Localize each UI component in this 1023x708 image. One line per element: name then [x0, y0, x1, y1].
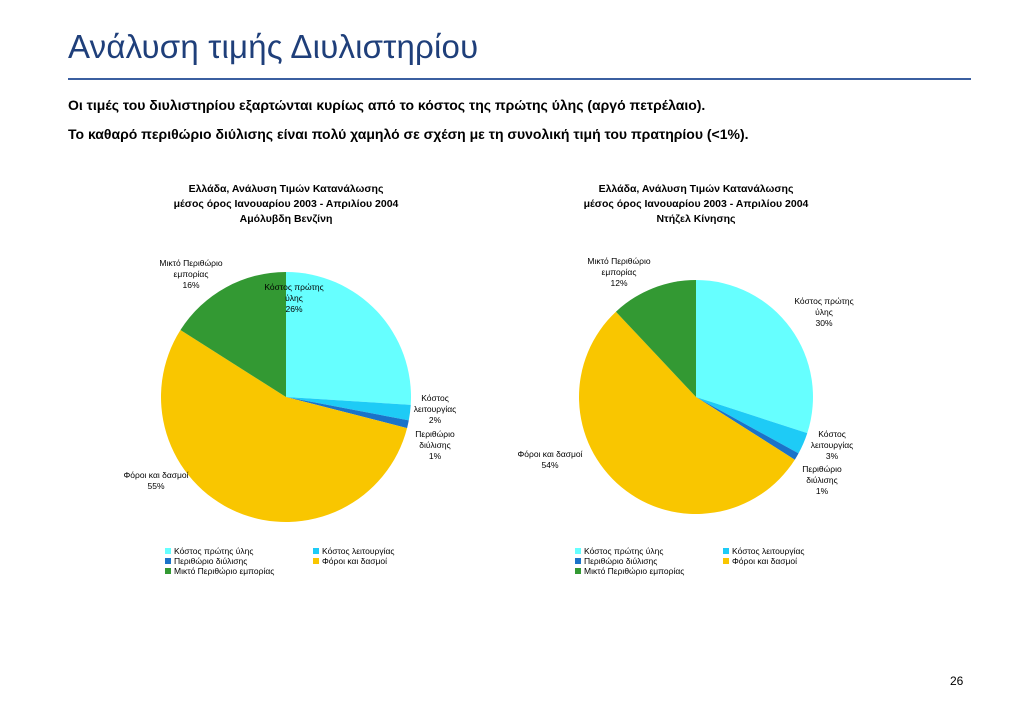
- bullet-text-2: Το καθαρό περιθώριο διύλισης είναι πολύ …: [68, 126, 749, 142]
- legend-swatch: [165, 548, 171, 554]
- slice-label-2: Κόστος λειτουργίας 3%: [811, 429, 854, 462]
- pie-slice-4: [160, 330, 408, 523]
- slice-label-line: εμπορίας: [601, 267, 637, 277]
- slice-label-5: Μικτό Περιθώριο εμπορίας 16%: [159, 258, 222, 291]
- slice-label-line: 30%: [815, 318, 833, 328]
- slice-label-line: Περιθώριο: [802, 464, 842, 474]
- slice-label-line: 3%: [825, 451, 839, 461]
- pie-slice-5: [180, 272, 286, 397]
- legend-label: Μικτό Περιθώριο εμπορίας: [174, 566, 275, 576]
- pie-slice-5: [615, 280, 696, 397]
- pie-svg: [579, 280, 813, 514]
- slice-label-line: 54%: [541, 460, 559, 470]
- slice-label-line: εμπορίας: [173, 269, 209, 279]
- slice-label-line: Κόστος πρώτης: [264, 282, 324, 292]
- slice-label-line: Περιθώριο: [415, 429, 455, 439]
- slice-label-line: Μικτό Περιθώριο: [587, 256, 651, 266]
- chart-title-line-2: μέσος όρος Ιανουαρίου 2003 - Απριλίου 20…: [583, 198, 809, 210]
- slice-label-5: Μικτό Περιθώριο εμπορίας 12%: [587, 256, 650, 289]
- chart-title-line-2: μέσος όρος Ιανουαρίου 2003 - Απριλίου 20…: [173, 198, 399, 210]
- slice-label-line: Κόστος: [421, 393, 449, 403]
- slice-label-line: ύλης: [815, 307, 833, 317]
- slice-label-4: Φόροι και δασμοί 55%: [123, 470, 188, 492]
- legend-item-1: Κόστος πρώτης ύλης: [165, 546, 253, 556]
- pie-slice-2: [696, 397, 808, 454]
- legend-item-5: Μικτό Περιθώριο εμπορίας: [165, 566, 274, 576]
- legend-item-3: Περιθώριο διύλισης: [575, 556, 657, 566]
- slice-label-line: διύλισης: [419, 440, 451, 450]
- slice-label-line: 12%: [610, 278, 628, 288]
- legend-label: Περιθώριο διύλισης: [584, 556, 658, 566]
- title-divider: [68, 78, 971, 80]
- legend-label: Κόστος λειτουργίας: [732, 546, 805, 556]
- legend-swatch: [575, 548, 581, 554]
- slice-label-line: 16%: [182, 280, 200, 290]
- legend-label: Κόστος πρώτης ύλης: [584, 546, 664, 556]
- slice-label-line: 55%: [147, 481, 165, 491]
- pie-svg: [160, 272, 411, 523]
- chart-title-line-1: Ελλάδα, Ανάλυση Τιμών Κατανάλωσης: [598, 183, 794, 195]
- legend-swatch: [575, 568, 581, 574]
- legend-label: Κόστος λειτουργίας: [322, 546, 395, 556]
- slice-label-line: 2%: [428, 415, 442, 425]
- pie-chart-gasoline: Ελλάδα, Ανάλυση Τιμών Κατανάλωσης μέσος …: [96, 176, 476, 596]
- slice-label-line: Φόροι και δασμοί: [123, 470, 189, 480]
- slide-title: Ανάλυση τιμής Διυλιστηρίου: [68, 28, 479, 65]
- slice-label-line: Φόροι και δασμοί: [517, 449, 583, 459]
- legend-item-5: Μικτό Περιθώριο εμπορίας: [575, 566, 684, 576]
- slice-label-line: 26%: [285, 304, 303, 314]
- legend-swatch: [723, 548, 729, 554]
- chart-title-line-1: Ελλάδα, Ανάλυση Τιμών Κατανάλωσης: [188, 183, 384, 195]
- legend-item-2: Κόστος λειτουργίας: [723, 546, 805, 556]
- slice-label-1: Κόστος πρώτης ύλης 26%: [264, 282, 323, 315]
- legend-item-3: Περιθώριο διύλισης: [165, 556, 247, 566]
- slice-label-2: Κόστος λειτουργίας 2%: [414, 393, 457, 426]
- legend-swatch: [313, 558, 319, 564]
- legend-swatch: [575, 558, 581, 564]
- pie-slice-1: [696, 280, 813, 434]
- chart-title: Ελλάδα, Ανάλυση Τιμών Κατανάλωσης μέσος …: [506, 182, 886, 227]
- slice-label-line: Κόστος πρώτης: [794, 296, 854, 306]
- legend-label: Φόροι και δασμοί: [732, 556, 798, 566]
- pie-slice-2: [286, 397, 411, 421]
- legend-item-4: Φόροι και δασμοί: [313, 556, 387, 566]
- slice-label-1: Κόστος πρώτης ύλης 30%: [794, 296, 853, 329]
- pie-chart-diesel: Ελλάδα, Ανάλυση Τιμών Κατανάλωσης μέσος …: [506, 176, 886, 596]
- pie-slice-4: [579, 311, 795, 514]
- slice-label-4: Φόροι και δασμοί 54%: [517, 449, 582, 471]
- legend-swatch: [723, 558, 729, 564]
- legend-swatch: [313, 548, 319, 554]
- slice-label-line: λειτουργίας: [413, 404, 457, 414]
- page-number: 26: [950, 674, 964, 688]
- pie-slice-3: [696, 397, 799, 460]
- legend-item-2: Κόστος λειτουργίας: [313, 546, 395, 556]
- slice-label-line: λειτουργίας: [810, 440, 854, 450]
- chart-legend: Κόστος πρώτης ύλης Κόστος λειτουργίας Περι…: [161, 546, 481, 586]
- legend-label: Μικτό Περιθώριο εμπορίας: [584, 566, 685, 576]
- chart-title-line-3: Αμόλυβδη Βενζίνη: [239, 213, 333, 225]
- slice-label-line: Μικτό Περιθώριο: [159, 258, 223, 268]
- legend-label: Περιθώριο διύλισης: [174, 556, 248, 566]
- chart-title: Ελλάδα, Ανάλυση Τιμών Κατανάλωσης μέσος …: [96, 182, 476, 227]
- pie-slice-1: [286, 272, 411, 405]
- legend-item-1: Κόστος πρώτης ύλης: [575, 546, 663, 556]
- legend-label: Φόροι και δασμοί: [322, 556, 388, 566]
- slice-label-line: Κόστος: [818, 429, 846, 439]
- legend-swatch: [165, 558, 171, 564]
- slice-label-line: 1%: [815, 486, 829, 496]
- slice-label-3: Περιθώριο διύλισης 1%: [802, 464, 841, 497]
- slice-label-line: 1%: [428, 451, 442, 461]
- chart-title-line-3: Ντήζελ Κίνησης: [656, 213, 736, 225]
- legend-label: Κόστος πρώτης ύλης: [174, 546, 254, 556]
- legend-item-4: Φόροι και δασμοί: [723, 556, 797, 566]
- slice-label-line: διύλισης: [806, 475, 838, 485]
- legend-swatch: [165, 568, 171, 574]
- pie-slice-3: [286, 397, 409, 429]
- slice-label-3: Περιθώριο διύλισης 1%: [415, 429, 454, 462]
- chart-legend: Κόστος πρώτης ύλης Κόστος λειτουργίας Περι…: [571, 546, 891, 586]
- bullet-text-1: Οι τιμές του διυλιστηρίου εξαρτώνται κυρ…: [68, 97, 706, 113]
- slice-label-line: ύλης: [285, 293, 303, 303]
